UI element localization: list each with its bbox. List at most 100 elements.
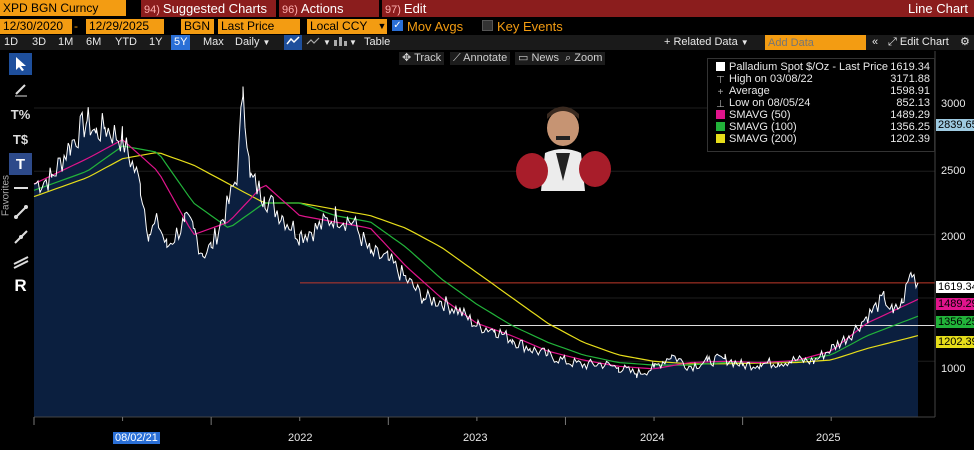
- toolbar-row: [0, 35, 974, 50]
- news-label: News: [531, 52, 559, 64]
- track-button[interactable]: ✥ Track: [399, 52, 445, 65]
- sma100-value: 1356.25: [890, 121, 930, 133]
- chart-style-icon[interactable]: [306, 35, 320, 50]
- legend-row-sma200: SMAVG (200) 1202.39: [716, 133, 930, 145]
- menu-label: Edit: [403, 1, 427, 16]
- frequency-select[interactable]: Daily ▼: [235, 35, 270, 50]
- bar-chart-icon[interactable]: [333, 35, 347, 50]
- price-area: [34, 86, 918, 417]
- news-button[interactable]: ▭ News: [515, 52, 562, 65]
- ticker-field[interactable]: XPD BGN Curncy: [0, 0, 126, 16]
- price-swatch: [716, 62, 725, 71]
- low-marker-icon: ⊥: [716, 99, 725, 110]
- trend-tool-icon[interactable]: [9, 201, 32, 223]
- end-date-field[interactable]: 12/29/2025: [86, 19, 164, 34]
- line-chart-icon[interactable]: [284, 35, 302, 50]
- sma50-swatch: [716, 110, 725, 119]
- related-data-label: + Related Data: [664, 36, 738, 48]
- percent-tool-icon[interactable]: T%: [10, 106, 31, 122]
- mov-avgs-checkbox[interactable]: ✓: [392, 20, 403, 31]
- zoom-icon: ⌕: [565, 52, 572, 64]
- cursor-tool-icon[interactable]: [9, 53, 32, 75]
- sma200-label: SMAVG (200): [729, 133, 797, 145]
- edit-chart-button[interactable]: ⤢ Edit Chart: [888, 35, 949, 50]
- add-data-input[interactable]: [765, 35, 866, 50]
- gear-icon[interactable]: ⚙: [960, 36, 970, 48]
- start-date-field[interactable]: 12/30/2020: [0, 19, 72, 34]
- sma200-swatch: [716, 134, 725, 143]
- ray-tool-icon[interactable]: [9, 226, 32, 248]
- dollar-tool-icon[interactable]: T$: [12, 131, 29, 147]
- table-button[interactable]: Table: [364, 36, 391, 48]
- chevron-down-icon[interactable]: ▼: [377, 19, 387, 34]
- track-label: Track: [414, 52, 442, 64]
- legend-row-price: Palladium Spot $/Oz - Last Price 1619.34: [716, 61, 930, 73]
- legend-row-average: + Average 1598.91: [716, 85, 930, 98]
- average-marker-icon: +: [717, 87, 724, 98]
- low-label: Low on 08/05/24: [729, 97, 811, 109]
- sma50-label: SMAVG (50): [729, 109, 791, 121]
- frequency-label: Daily: [235, 36, 260, 48]
- chart-type-label: Line Chart: [908, 1, 968, 16]
- news-icon: ▭: [518, 52, 529, 64]
- price-chart[interactable]: [0, 51, 974, 450]
- chevron-down-icon: ▼: [262, 38, 271, 47]
- menu-label: Suggested Charts: [162, 1, 267, 16]
- y-tick-label: 1000: [941, 363, 966, 375]
- period-1m[interactable]: 1M: [58, 36, 74, 48]
- high-label: High on 03/08/22: [729, 73, 813, 85]
- chevron-down-icon: ▼: [740, 38, 749, 47]
- related-data-button[interactable]: + Related Data ▼: [664, 35, 749, 50]
- period-max[interactable]: Max: [203, 36, 224, 48]
- menu-number: 97): [385, 4, 401, 16]
- y-tick-label: 2000: [941, 231, 966, 243]
- legend-last-value: 1619.34: [890, 61, 930, 73]
- period-1d[interactable]: 1D: [4, 36, 19, 48]
- line-tool-icon[interactable]: [9, 177, 32, 199]
- zoom-button[interactable]: ⌕ Zoom: [562, 52, 606, 65]
- chevron-down-icon[interactable]: ▼: [349, 38, 357, 47]
- x-highlight-date: 08/02/21: [113, 432, 160, 444]
- x-axis-ticks: [33, 417, 832, 425]
- high-marker-icon: ⊤: [716, 75, 725, 86]
- actions-menu[interactable]: 96) Actions: [279, 0, 379, 17]
- mov-avgs-label: Mov Avgs: [407, 19, 464, 34]
- annotate-button[interactable]: ⟋ Annotate: [450, 52, 511, 65]
- sma200-value: 1202.39: [890, 133, 930, 145]
- menu-number: 96): [282, 4, 298, 16]
- high-value: 3171.88: [890, 73, 930, 85]
- text-tool-icon[interactable]: T: [9, 153, 32, 175]
- sma100-tag: 1356.25: [936, 316, 974, 328]
- period-5y[interactable]: 5Y: [171, 35, 191, 50]
- last-price-tag: 1619.34: [936, 281, 974, 293]
- x-tick-label: 2023: [463, 432, 488, 444]
- sma50-tag: 1489.29: [936, 298, 974, 310]
- x-tick-label: 2024: [640, 432, 665, 444]
- y-tick-label: 2500: [941, 165, 966, 177]
- source-field[interactable]: BGN: [181, 19, 214, 34]
- price-line: [33, 86, 919, 379]
- chevron-down-icon[interactable]: ▼: [323, 38, 331, 47]
- suggested-charts-menu[interactable]: 94) Suggested Charts: [141, 0, 276, 17]
- legend[interactable]: Palladium Spot $/Oz - Last Price 1619.34 …: [707, 58, 935, 152]
- currency-select[interactable]: Local CCY: [307, 19, 377, 34]
- collapse-icon[interactable]: «: [872, 36, 879, 48]
- annotate-label: Annotate: [463, 52, 508, 64]
- legend-row-sma50: SMAVG (50) 1489.29: [716, 109, 930, 121]
- period-3d[interactable]: 3D: [32, 36, 47, 48]
- sma100-label: SMAVG (100): [729, 121, 797, 133]
- key-events-checkbox[interactable]: [482, 20, 493, 31]
- period-6m[interactable]: 6M: [86, 36, 102, 48]
- low-value: 852.13: [896, 97, 930, 109]
- r-tool-icon[interactable]: R: [14, 276, 27, 295]
- drawing-toolbar: [0, 51, 34, 450]
- x-tick-label: 2025: [816, 432, 841, 444]
- pen-tool-icon[interactable]: [9, 78, 32, 100]
- date-separator: -: [74, 19, 78, 33]
- legend-row-high: ⊤ High on 03/08/22 3171.88: [716, 73, 930, 86]
- channel-tool-icon[interactable]: [9, 250, 32, 272]
- field-select[interactable]: Last Price: [218, 19, 300, 34]
- period-1y[interactable]: 1Y: [149, 36, 163, 48]
- period-ytd[interactable]: YTD: [115, 36, 137, 48]
- edit-menu[interactable]: 97) Edit: [382, 0, 974, 17]
